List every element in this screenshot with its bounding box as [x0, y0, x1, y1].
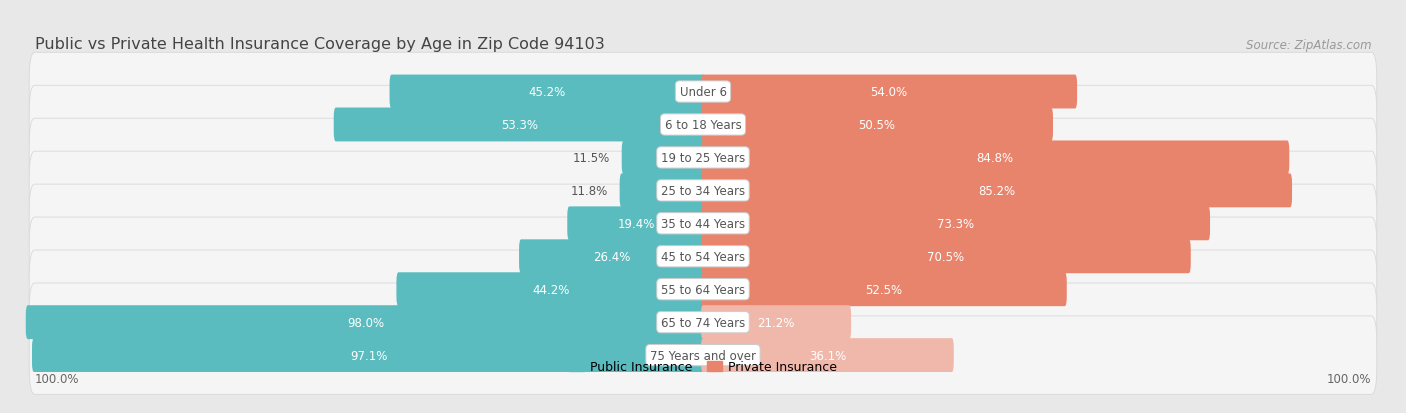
- FancyBboxPatch shape: [702, 306, 851, 339]
- Text: 54.0%: 54.0%: [870, 86, 908, 99]
- Text: 35 to 44 Years: 35 to 44 Years: [661, 217, 745, 230]
- FancyBboxPatch shape: [621, 141, 704, 175]
- FancyBboxPatch shape: [702, 338, 953, 372]
- Text: 19 to 25 Years: 19 to 25 Years: [661, 152, 745, 164]
- Text: 19.4%: 19.4%: [617, 217, 655, 230]
- Text: 75 Years and over: 75 Years and over: [650, 349, 756, 362]
- FancyBboxPatch shape: [702, 76, 1077, 109]
- Text: 11.8%: 11.8%: [571, 185, 607, 197]
- FancyBboxPatch shape: [30, 119, 1376, 197]
- Legend: Public Insurance, Private Insurance: Public Insurance, Private Insurance: [564, 356, 842, 378]
- Text: 45 to 54 Years: 45 to 54 Years: [661, 250, 745, 263]
- FancyBboxPatch shape: [30, 316, 1376, 394]
- FancyBboxPatch shape: [30, 152, 1376, 230]
- FancyBboxPatch shape: [567, 207, 704, 241]
- FancyBboxPatch shape: [30, 283, 1376, 361]
- Text: 52.5%: 52.5%: [865, 283, 903, 296]
- Text: 100.0%: 100.0%: [1327, 372, 1371, 385]
- FancyBboxPatch shape: [333, 108, 704, 142]
- Text: 73.3%: 73.3%: [936, 217, 974, 230]
- Text: 6 to 18 Years: 6 to 18 Years: [665, 119, 741, 132]
- FancyBboxPatch shape: [30, 53, 1376, 131]
- FancyBboxPatch shape: [25, 306, 704, 339]
- FancyBboxPatch shape: [702, 108, 1053, 142]
- Text: 21.2%: 21.2%: [758, 316, 794, 329]
- FancyBboxPatch shape: [396, 273, 704, 306]
- FancyBboxPatch shape: [30, 250, 1376, 329]
- FancyBboxPatch shape: [519, 240, 704, 273]
- FancyBboxPatch shape: [30, 218, 1376, 296]
- Text: 44.2%: 44.2%: [531, 283, 569, 296]
- FancyBboxPatch shape: [30, 86, 1376, 164]
- Text: 98.0%: 98.0%: [347, 316, 384, 329]
- Text: 100.0%: 100.0%: [35, 372, 79, 385]
- Text: Under 6: Under 6: [679, 86, 727, 99]
- Text: 11.5%: 11.5%: [572, 152, 610, 164]
- Text: 97.1%: 97.1%: [350, 349, 387, 362]
- FancyBboxPatch shape: [30, 185, 1376, 263]
- Text: 45.2%: 45.2%: [529, 86, 567, 99]
- FancyBboxPatch shape: [620, 174, 704, 208]
- Text: 53.3%: 53.3%: [501, 119, 538, 132]
- Text: 26.4%: 26.4%: [593, 250, 631, 263]
- FancyBboxPatch shape: [702, 174, 1292, 208]
- FancyBboxPatch shape: [702, 240, 1191, 273]
- FancyBboxPatch shape: [702, 273, 1067, 306]
- FancyBboxPatch shape: [702, 141, 1289, 175]
- Text: Public vs Private Health Insurance Coverage by Age in Zip Code 94103: Public vs Private Health Insurance Cover…: [35, 37, 605, 52]
- Text: 36.1%: 36.1%: [808, 349, 846, 362]
- Text: Source: ZipAtlas.com: Source: ZipAtlas.com: [1246, 39, 1371, 52]
- Text: 50.5%: 50.5%: [859, 119, 896, 132]
- Text: 65 to 74 Years: 65 to 74 Years: [661, 316, 745, 329]
- Text: 84.8%: 84.8%: [977, 152, 1014, 164]
- FancyBboxPatch shape: [702, 207, 1211, 241]
- Text: 70.5%: 70.5%: [928, 250, 965, 263]
- Text: 85.2%: 85.2%: [979, 185, 1015, 197]
- Text: 55 to 64 Years: 55 to 64 Years: [661, 283, 745, 296]
- Text: 25 to 34 Years: 25 to 34 Years: [661, 185, 745, 197]
- FancyBboxPatch shape: [389, 76, 704, 109]
- FancyBboxPatch shape: [32, 338, 704, 372]
